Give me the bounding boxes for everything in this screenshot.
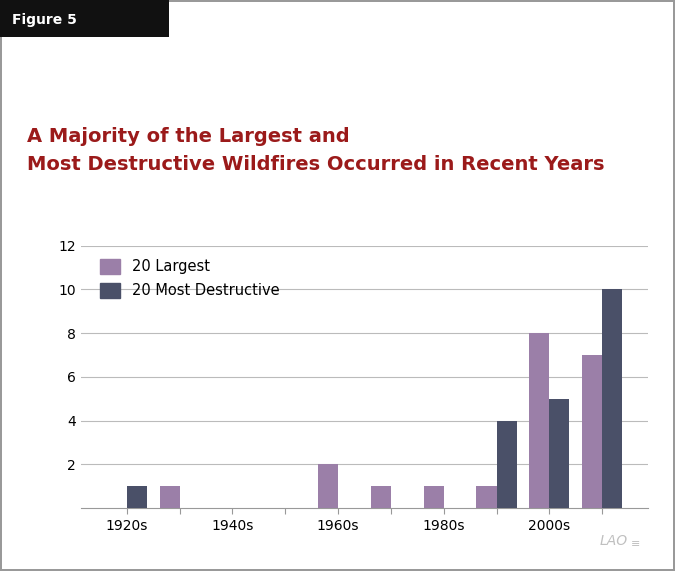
Bar bbox=[477, 486, 497, 508]
Bar bbox=[602, 289, 622, 508]
Text: ≡: ≡ bbox=[631, 539, 641, 549]
Text: A Majority of the Largest and: A Majority of the Largest and bbox=[27, 127, 350, 146]
Bar bbox=[424, 486, 443, 508]
Bar bbox=[127, 486, 147, 508]
Text: Figure 5: Figure 5 bbox=[12, 13, 77, 27]
Bar bbox=[371, 486, 391, 508]
Bar bbox=[318, 464, 338, 508]
Legend: 20 Largest, 20 Most Destructive: 20 Largest, 20 Most Destructive bbox=[94, 253, 286, 304]
Text: LAO: LAO bbox=[599, 534, 628, 548]
Bar bbox=[549, 399, 570, 508]
Bar bbox=[497, 421, 516, 508]
Text: Most Destructive Wildfires Occurred in Recent Years: Most Destructive Wildfires Occurred in R… bbox=[27, 155, 605, 174]
Bar bbox=[159, 486, 180, 508]
Bar bbox=[529, 333, 549, 508]
Bar bbox=[582, 355, 602, 508]
